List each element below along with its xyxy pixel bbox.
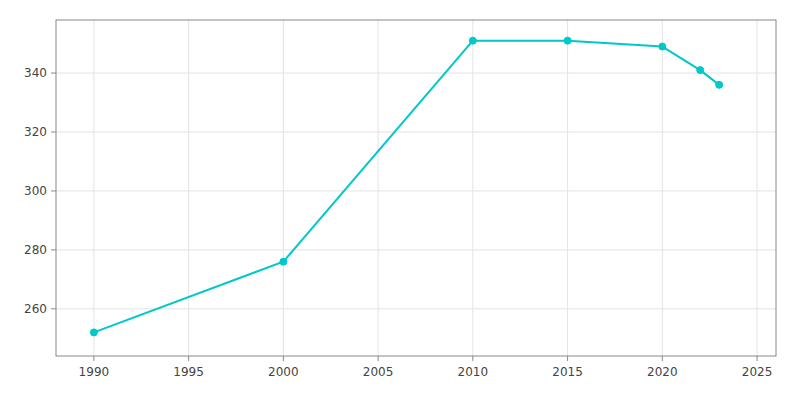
x-tick	[93, 356, 94, 361]
y-grid-line	[56, 73, 776, 74]
y-tick-label: 320	[24, 125, 47, 139]
point	[564, 37, 571, 44]
y-tick-label: 260	[24, 302, 47, 316]
point	[697, 67, 704, 74]
grid	[56, 20, 776, 356]
x-tick-label: 2005	[363, 365, 394, 379]
x-grid-line	[188, 20, 189, 356]
point	[90, 329, 97, 336]
x-tick	[283, 356, 284, 361]
x-tick	[662, 356, 663, 361]
point	[659, 43, 666, 50]
line	[94, 41, 719, 333]
point	[469, 37, 476, 44]
x-grid-line	[567, 20, 568, 356]
y-tick-label: 340	[24, 66, 47, 80]
x-grid-line	[757, 20, 758, 356]
x-tick-label: 1995	[173, 365, 204, 379]
chart-svg: 1990 1995 2000 2005 2010 2015 2020 2025 260 280 30…	[0, 0, 800, 400]
y-tick	[51, 249, 56, 250]
x-tick	[757, 356, 758, 361]
x-grid-line	[472, 20, 473, 356]
ticks: 1990 1995 2000 2005 2010 2015 2020 2025 260 280 30…	[24, 66, 772, 379]
x-tick-label: 2000	[268, 365, 299, 379]
x-tick	[472, 356, 473, 361]
y-grid-line	[56, 249, 776, 250]
x-tick	[378, 356, 379, 361]
x-grid-line	[283, 20, 284, 356]
x-grid-line	[662, 20, 663, 356]
y-grid-line	[56, 308, 776, 309]
y-tick-label: 300	[24, 184, 47, 198]
x-tick-label: 1990	[79, 365, 110, 379]
x-tick	[188, 356, 189, 361]
x-tick-label: 2025	[742, 365, 773, 379]
y-grid-line	[56, 190, 776, 191]
x-grid-line	[378, 20, 379, 356]
y-tick	[51, 308, 56, 309]
x-tick	[567, 356, 568, 361]
x-grid-line	[93, 20, 94, 356]
point	[716, 81, 723, 88]
plot-background	[56, 20, 776, 356]
y-grid-line	[56, 132, 776, 133]
x-tick-label: 2010	[458, 365, 489, 379]
y-tick	[51, 132, 56, 133]
point	[280, 258, 287, 265]
y-tick-label: 280	[24, 243, 47, 257]
chart-container: 1990 1995 2000 2005 2010 2015 2020 2025 260 280 30…	[0, 0, 800, 400]
plot-frame	[56, 20, 776, 356]
y-tick	[51, 190, 56, 191]
y-tick	[51, 73, 56, 74]
x-tick-label: 2015	[552, 365, 583, 379]
x-tick-label: 2020	[647, 365, 678, 379]
data-group	[90, 37, 722, 336]
